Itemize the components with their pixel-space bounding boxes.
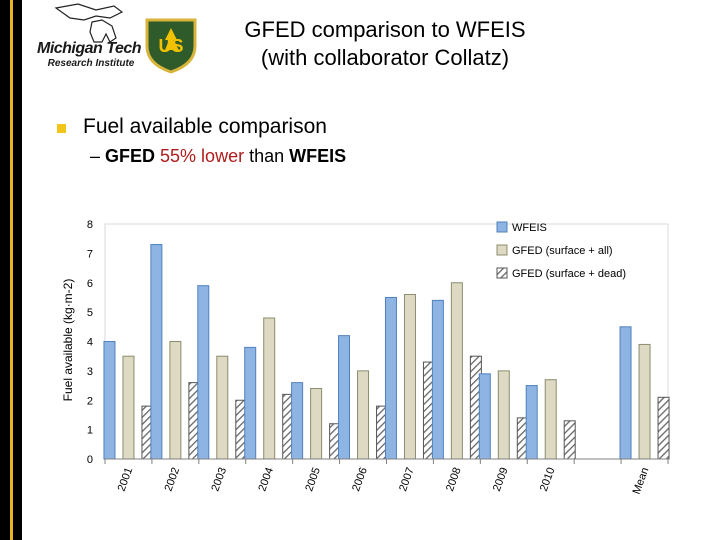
x-tick-label: 2005 — [303, 466, 323, 493]
bar-gfed-surface-all--2005 — [310, 388, 323, 460]
mtu-name: Michigan Tech — [36, 40, 142, 57]
bar-gfed-surface-all--2001 — [122, 355, 135, 460]
left-accent-stripe — [10, 0, 13, 540]
bar-wfeis-2002 — [150, 244, 163, 460]
bar-wfeis-2004 — [244, 346, 257, 460]
y-tick-label: 6 — [87, 278, 93, 290]
x-tick-label: 2002 — [163, 466, 183, 493]
bar-gfed-surface-all--2008 — [450, 282, 463, 460]
bar-gfed-surface-all--2004 — [263, 317, 276, 460]
michigan-map-icon — [54, 3, 124, 43]
y-tick-label: 8 — [87, 219, 93, 231]
bar-gfed-surface-dead--Mean — [657, 396, 670, 460]
bar-wfeis-2005 — [291, 382, 304, 460]
sub-bullet-gfed: GFED — [105, 146, 161, 166]
bar-gfed-surface-all--2002 — [169, 341, 182, 460]
x-tick-label: Mean — [631, 466, 652, 496]
legend-label: WFEIS — [512, 222, 547, 234]
bullet-text: Fuel available comparison — [83, 115, 327, 138]
x-tick-label: 2006 — [350, 466, 370, 493]
title-line-1: GFED comparison to WFEIS — [244, 17, 526, 42]
y-tick-label: 7 — [87, 248, 93, 260]
y-tick-label: 1 — [87, 425, 93, 437]
legend-swatch — [496, 267, 508, 279]
bar-gfed-surface-all--2010 — [544, 379, 557, 460]
slide-title: GFED comparison to WFEIS (with collabora… — [205, 16, 565, 72]
bar-gfed-surface-all--2006 — [357, 370, 370, 460]
michigan-tech-logo: Michigan Tech Research Institute — [26, 2, 148, 78]
bar-gfed-surface-all--2007 — [403, 294, 416, 460]
x-tick-label: 2007 — [397, 466, 417, 493]
y-tick-label: 0 — [87, 454, 93, 466]
bar-wfeis-2003 — [197, 285, 210, 460]
legend-label: GFED (surface + dead) — [512, 268, 626, 280]
y-tick-label: 4 — [87, 337, 93, 349]
legend-swatch — [496, 221, 508, 233]
bar-wfeis-2008 — [431, 299, 444, 460]
bar-wfeis-2001 — [103, 341, 116, 460]
y-axis-label: Fuel available (kg·m-2) — [61, 279, 75, 402]
bar-wfeis-2010 — [525, 385, 538, 460]
x-tick-label: 2001 — [116, 466, 136, 493]
bar-wfeis-2009 — [478, 373, 491, 460]
sub-bullet-wfeis: WFEIS — [289, 146, 347, 166]
usfs-shield-logo: US — [143, 16, 199, 74]
bar-gfed-surface-all--2003 — [216, 355, 229, 460]
bullet-marker-icon — [57, 124, 66, 133]
usfs-letters: US — [158, 36, 184, 56]
mtu-subtitle: Research Institute — [47, 58, 135, 69]
y-tick-label: 3 — [87, 366, 93, 378]
legend-label: GFED (surface + all) — [512, 245, 613, 257]
sub-bullet-percent: 55% lower — [160, 146, 245, 166]
y-tick-label: 2 — [87, 395, 93, 407]
bar-gfed-surface-all--2009 — [497, 370, 510, 460]
bar-wfeis-2007 — [384, 296, 397, 460]
title-line-2: (with collaborator Collatz) — [260, 45, 510, 70]
bar-gfed-surface-all--Mean — [638, 343, 651, 460]
bar-wfeis-Mean — [619, 326, 632, 460]
x-tick-label: 2003 — [209, 466, 229, 493]
x-tick-label: 2008 — [444, 466, 464, 493]
sub-bullet-dash: – — [90, 146, 106, 166]
sub-bullet-than: than — [244, 146, 290, 166]
y-tick-label: 5 — [87, 307, 93, 319]
bar-gfed-surface-dead--2010 — [563, 420, 576, 460]
shield-icon — [145, 18, 197, 74]
x-tick-label: 2010 — [538, 466, 558, 493]
bar-wfeis-2006 — [338, 335, 351, 460]
sub-bullet: – GFED 55% lower than WFEIS — [90, 146, 346, 167]
left-accent-bar — [0, 0, 22, 540]
x-tick-label: 2009 — [491, 466, 511, 493]
x-tick-label: 2004 — [256, 466, 276, 493]
legend-swatch — [496, 244, 508, 256]
